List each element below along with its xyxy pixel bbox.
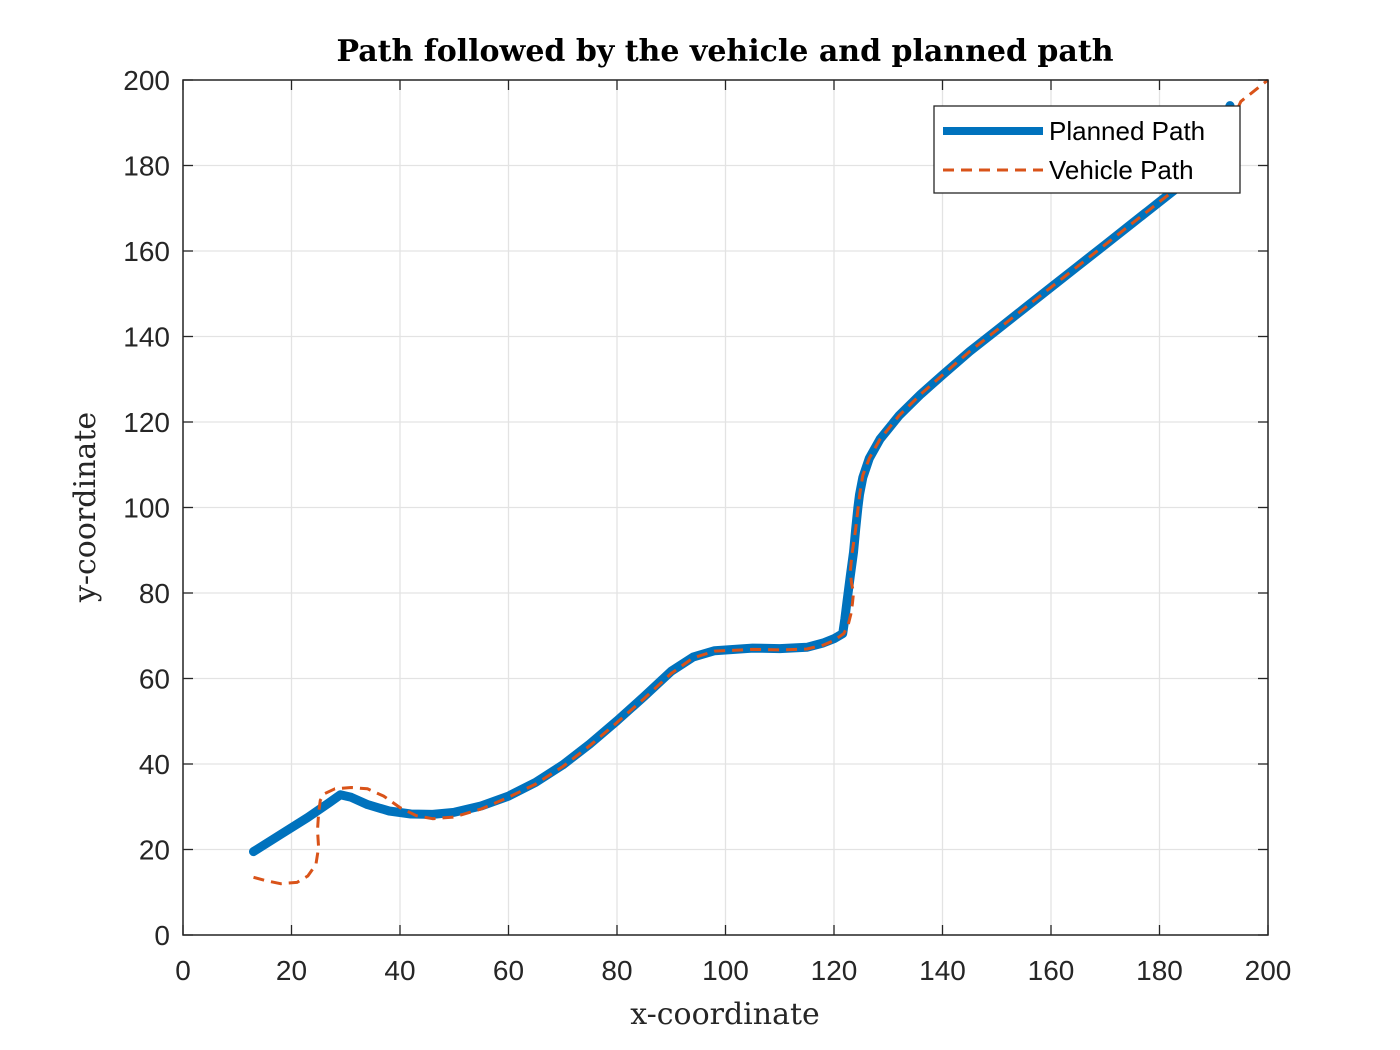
x-axis-title: x-coordinate: [630, 997, 820, 1032]
y-axis-title: y-coordinate: [68, 412, 103, 603]
series-line-vehicle-path: [253, 78, 1269, 886]
ticks: 0 20 40 60 80 100 120 140 160 180 200 0 20 40 60 80 100 1…: [123, 65, 1291, 986]
legend-label-vehicle-path: Vehicle Path: [1049, 155, 1194, 185]
x-tick-label: 180: [1136, 955, 1183, 986]
y-tick-label: 180: [123, 151, 170, 182]
y-tick-label: 60: [139, 664, 170, 695]
x-tick-label: 160: [1028, 955, 1075, 986]
x-tick-label: 120: [811, 955, 858, 986]
x-tick-label: 80: [601, 955, 632, 986]
y-tick-label: 140: [123, 322, 170, 353]
x-tick-label: 140: [919, 955, 966, 986]
y-tick-label: 100: [123, 493, 170, 524]
y-tick-label: 40: [139, 749, 170, 780]
legend-box: [933, 105, 1241, 194]
x-tick-label: 0: [175, 955, 191, 986]
y-tick-label: 20: [139, 835, 170, 866]
x-tick-label: 100: [702, 955, 749, 986]
series-group: [249, 78, 1269, 886]
chart-title: Path followed by the vehicle and planned…: [336, 34, 1113, 69]
y-tick-label: 200: [123, 65, 170, 96]
x-tick-label: 40: [384, 955, 415, 986]
x-tick-label: 60: [493, 955, 524, 986]
legend-label-planned-path: Planned Path: [1049, 116, 1205, 146]
legend: Planned Path Vehicle Path: [933, 105, 1241, 194]
x-tick-label: 20: [276, 955, 307, 986]
y-tick-label: 0: [154, 920, 170, 951]
y-tick-label: 160: [123, 236, 170, 267]
y-tick-label: 120: [123, 407, 170, 438]
y-tick-label: 80: [139, 578, 170, 609]
x-tick-label: 200: [1245, 955, 1292, 986]
